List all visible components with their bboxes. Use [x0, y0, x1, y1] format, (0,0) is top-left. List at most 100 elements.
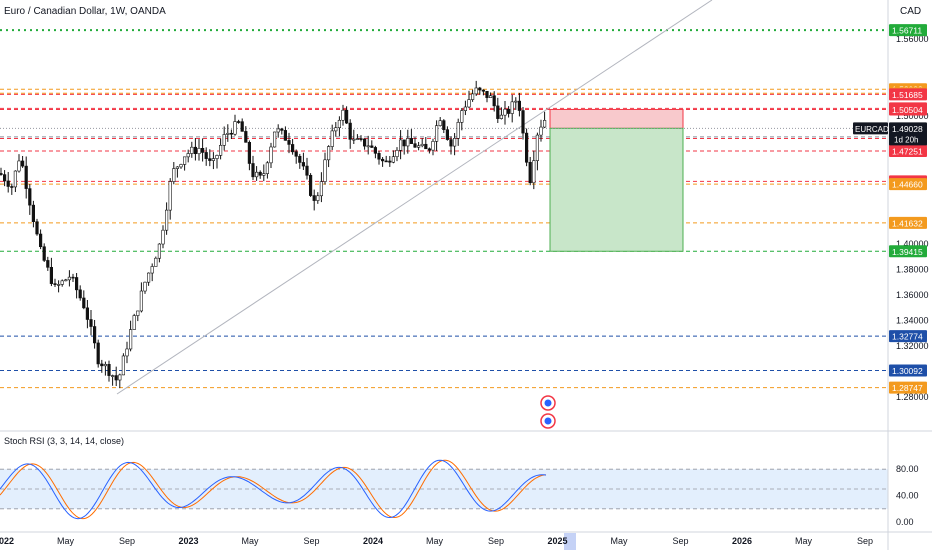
- indicator-title[interactable]: Stoch RSI (3, 3, 14, 14, close): [4, 436, 124, 446]
- candle-body: [85, 307, 89, 320]
- candle-body: [326, 146, 331, 161]
- stoch-d-line: [0, 459, 547, 520]
- time-tick-label: May: [426, 536, 444, 546]
- candle-body: [514, 100, 518, 103]
- candle-body: [298, 155, 302, 163]
- event-markers[interactable]: [540, 395, 556, 429]
- price-tag-text: 1.30092: [892, 366, 923, 376]
- candle-body: [42, 246, 46, 261]
- candle-body: [78, 289, 82, 299]
- time-cursor-highlight: [564, 533, 576, 550]
- candle-body: [38, 233, 43, 248]
- candle-body: [413, 143, 417, 148]
- trendline[interactable]: [116, 0, 713, 395]
- candle-body: [100, 363, 104, 367]
- candle-body: [129, 329, 133, 350]
- candle-body: [510, 101, 514, 114]
- candle-body: [237, 121, 241, 123]
- candle-body: [366, 145, 370, 148]
- candle-body: [139, 290, 144, 312]
- candle-body: [535, 134, 539, 161]
- candle-body: [13, 170, 17, 188]
- price-tick-label: 1.28000: [896, 392, 929, 402]
- candle-body: [395, 149, 399, 157]
- candle-body: [103, 364, 107, 367]
- candle-body: [445, 129, 450, 140]
- candle-body: [496, 105, 500, 119]
- stoch-tick-label: 80.00: [896, 464, 919, 474]
- candle-body: [161, 229, 165, 245]
- candle-body: [539, 126, 543, 136]
- candle-body: [247, 142, 252, 164]
- candle-body: [255, 171, 259, 178]
- price-tag: 1.39415: [889, 245, 927, 258]
- price-tag-text: 1.51685: [892, 90, 923, 100]
- price-tag: 1.51685: [889, 88, 927, 101]
- candle-body: [82, 297, 86, 309]
- candle-body: [244, 131, 248, 143]
- stoch-k-line: [0, 459, 547, 520]
- candle-body: [276, 128, 280, 133]
- candle-body: [197, 148, 201, 155]
- candle-body: [226, 132, 230, 135]
- time-tick-label: 2026: [732, 536, 752, 546]
- candle-body: [384, 160, 388, 163]
- stop-loss-zone[interactable]: [549, 108, 684, 129]
- candle-body: [352, 138, 356, 141]
- price-tag: 1.30092: [889, 364, 927, 377]
- candle-body: [287, 140, 291, 145]
- price-tick-label: 1.38000: [896, 264, 929, 274]
- candle-body: [71, 276, 75, 279]
- price-tick-label: 1.34000: [896, 315, 929, 325]
- price-panel[interactable]: [0, 0, 888, 430]
- time-axis[interactable]: 2022 May Sep 2023 May Sep 2024 May Sep 2025 May Sep…: [0, 533, 873, 550]
- symbol-title: Euro / Canadian Dollar, 1W, OANDA: [4, 6, 166, 17]
- candle-body: [474, 87, 478, 95]
- candle-body: [143, 281, 147, 292]
- candle-body: [157, 243, 162, 259]
- candle-body: [370, 145, 374, 148]
- price-tag: 1.56711: [889, 24, 927, 37]
- take-profit-zone[interactable]: [549, 127, 684, 252]
- candle-body: [524, 132, 529, 163]
- candle-body: [172, 168, 176, 182]
- candle-body: [438, 120, 442, 127]
- candle-body: [240, 121, 244, 132]
- candle-body: [179, 164, 183, 168]
- time-tick-label: May: [241, 536, 259, 546]
- time-tick-label: Sep: [672, 536, 688, 546]
- candle-body: [334, 127, 338, 132]
- candle-body: [269, 146, 273, 164]
- price-axis[interactable]: 1.56000 1.50000 1.40000 1.38000 1.36000 1.340…: [896, 34, 929, 402]
- candle-body: [391, 156, 396, 163]
- candle-body: [204, 152, 208, 159]
- candle-body: [467, 99, 471, 108]
- price-tag-text: 1.32774: [892, 332, 923, 342]
- candle-body: [294, 151, 298, 157]
- candle-body: [499, 114, 504, 119]
- price-tag-text: 1.56711: [892, 26, 922, 36]
- horizontal-lines-layer: [0, 29, 888, 389]
- candle-body: [24, 165, 28, 189]
- candle-body: [348, 122, 352, 140]
- candle-body: [542, 120, 547, 128]
- candle-body: [183, 156, 187, 165]
- candle-body: [93, 326, 97, 344]
- candle-body: [219, 145, 223, 156]
- candle-body: [121, 355, 125, 376]
- candle-body: [28, 188, 32, 206]
- candle-body: [528, 161, 532, 184]
- position-tool[interactable]: [549, 108, 684, 252]
- current-price-text: 1.49028: [892, 124, 923, 134]
- price-tick-label: 1.32000: [896, 341, 929, 351]
- candle-body: [330, 130, 334, 147]
- stoch-rsi-panel[interactable]: 80.00 40.00 0.00: [0, 459, 919, 527]
- candle-body: [201, 148, 205, 153]
- candle-body: [424, 143, 428, 150]
- candle-body: [431, 141, 435, 151]
- price-tag: 1.28747: [889, 381, 927, 394]
- currency-label[interactable]: CAD: [900, 6, 921, 17]
- candle-body: [147, 272, 151, 283]
